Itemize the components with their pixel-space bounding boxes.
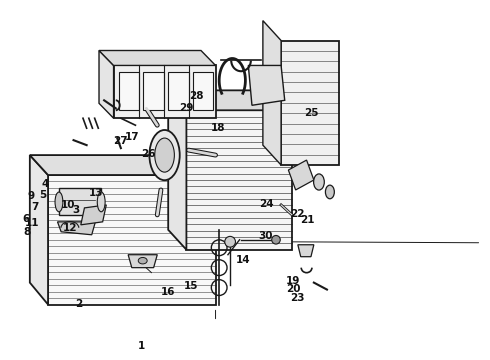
Text: 19: 19 <box>286 276 300 286</box>
Polygon shape <box>57 222 96 235</box>
Text: 10: 10 <box>61 200 76 210</box>
Polygon shape <box>186 110 292 250</box>
Bar <box>168 72 189 110</box>
Text: 12: 12 <box>63 224 77 233</box>
Text: 27: 27 <box>113 136 127 145</box>
Text: 3: 3 <box>72 206 79 216</box>
Ellipse shape <box>155 138 174 172</box>
Polygon shape <box>128 255 157 268</box>
Polygon shape <box>114 66 216 118</box>
Polygon shape <box>298 245 314 257</box>
Text: 5: 5 <box>39 190 47 200</box>
Polygon shape <box>263 21 281 165</box>
Text: 30: 30 <box>258 231 273 240</box>
Circle shape <box>225 237 236 247</box>
Text: 25: 25 <box>304 108 318 118</box>
Polygon shape <box>81 205 106 225</box>
Text: 4: 4 <box>42 179 49 189</box>
Polygon shape <box>30 155 216 175</box>
Polygon shape <box>248 66 285 105</box>
Bar <box>193 72 213 110</box>
Polygon shape <box>30 155 48 305</box>
Ellipse shape <box>314 174 324 190</box>
Bar <box>144 72 164 110</box>
Text: 28: 28 <box>189 91 203 101</box>
Polygon shape <box>289 160 314 190</box>
Ellipse shape <box>138 257 147 264</box>
Text: 22: 22 <box>291 209 305 219</box>
Text: 26: 26 <box>142 149 156 159</box>
Bar <box>119 72 139 110</box>
Text: 15: 15 <box>184 281 198 291</box>
Text: 18: 18 <box>211 123 225 133</box>
Polygon shape <box>99 50 114 118</box>
Ellipse shape <box>98 192 105 212</box>
Text: 9: 9 <box>27 191 35 201</box>
Text: 17: 17 <box>125 132 139 142</box>
Text: 11: 11 <box>25 218 39 228</box>
Polygon shape <box>168 90 292 110</box>
Ellipse shape <box>55 192 63 212</box>
Text: 2: 2 <box>75 299 83 309</box>
Text: 16: 16 <box>160 287 175 297</box>
Text: 7: 7 <box>31 202 38 212</box>
Text: 23: 23 <box>291 293 305 303</box>
Text: 1: 1 <box>138 341 145 351</box>
Polygon shape <box>48 175 216 305</box>
Polygon shape <box>59 188 101 215</box>
Text: 21: 21 <box>300 215 315 225</box>
Text: 20: 20 <box>286 284 300 294</box>
Text: 6: 6 <box>23 215 30 224</box>
Polygon shape <box>99 50 216 66</box>
Text: 24: 24 <box>259 199 274 210</box>
Circle shape <box>271 235 280 244</box>
Text: 29: 29 <box>179 103 194 113</box>
Polygon shape <box>168 90 186 250</box>
Ellipse shape <box>325 185 334 199</box>
Ellipse shape <box>149 130 180 180</box>
Text: 8: 8 <box>24 227 31 237</box>
Text: 14: 14 <box>236 255 251 265</box>
Text: 13: 13 <box>89 188 103 198</box>
Polygon shape <box>281 41 340 165</box>
